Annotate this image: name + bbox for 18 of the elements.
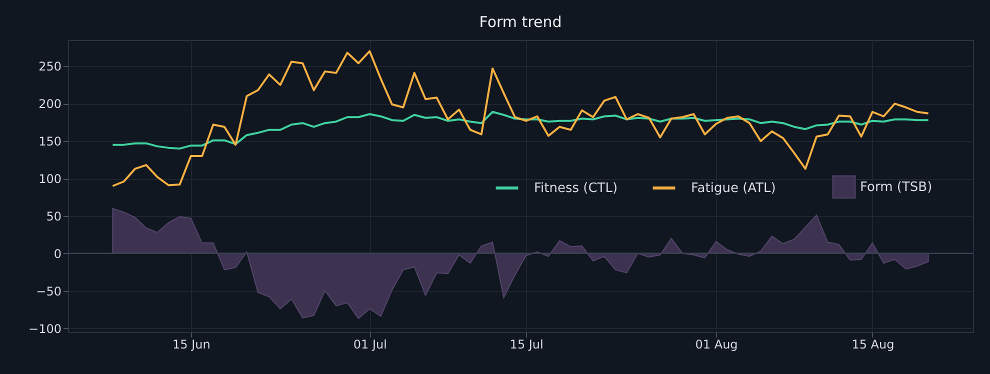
x-tick-label: 15 Jun [172,338,210,352]
x-tick-label: 01 Jul [353,338,387,352]
y-tick-label: 0 [54,246,62,261]
y-tick-label: 250 [38,60,62,74]
x-tick-label: 15 Aug [852,338,894,352]
legend-label: Fitness (CTL) [534,181,618,196]
y-tick-label: 100 [38,172,62,186]
y-tick-label: 200 [38,97,62,112]
legend-label: Fatigue (ATL) [691,181,776,196]
line-series [112,110,930,150]
legend-label: Form (TSB) [860,180,932,195]
y-tick-label: 150 [38,134,62,149]
y-tick-label: −50 [36,284,62,298]
y-tick-label: −100 [28,322,62,336]
y-tick-label: 50 [46,209,62,224]
x-tick-label: 15 Jul [510,338,544,352]
chart-title: Form trend [479,13,562,31]
x-tick-label: 01 Aug [695,338,738,352]
